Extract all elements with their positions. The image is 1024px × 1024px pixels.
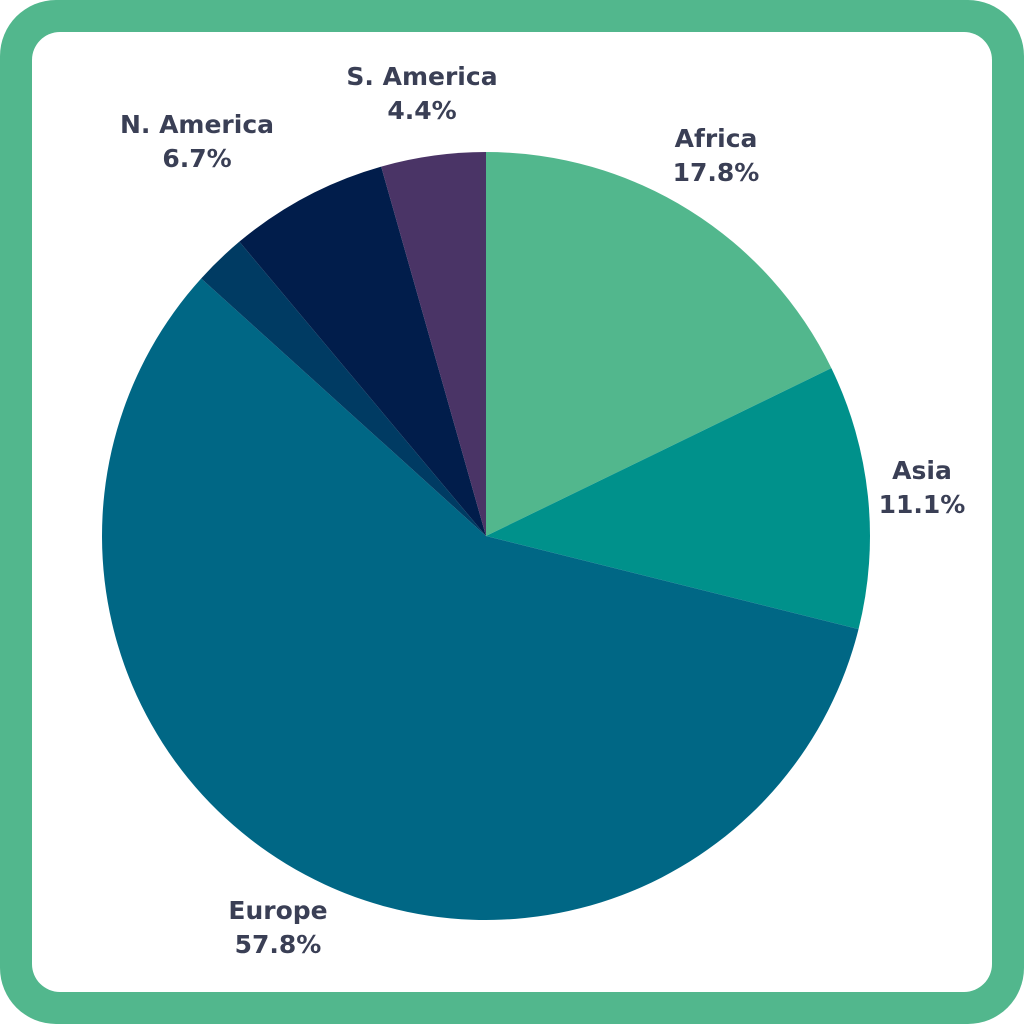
pie-slice-asia bbox=[486, 368, 871, 630]
slice-label-s-america: S. America 4.4% bbox=[322, 60, 522, 128]
slice-value-n-america: 6.7% bbox=[162, 144, 232, 173]
slice-value-asia: 11.1% bbox=[878, 490, 966, 519]
pie-slice-europe bbox=[102, 278, 859, 920]
slice-label-europe: Europe 57.8% bbox=[198, 894, 358, 962]
slice-name-s-america: S. America bbox=[346, 62, 498, 91]
slice-label-asia: Asia 11.1% bbox=[862, 454, 982, 522]
slice-label-n-america: N. America 6.7% bbox=[92, 108, 302, 176]
slice-value-s-america: 4.4% bbox=[387, 96, 457, 125]
pie-chart bbox=[102, 152, 871, 920]
pie-slice-slice-3 bbox=[201, 241, 487, 536]
slice-name-n-america: N. America bbox=[119, 110, 275, 139]
chart-card: Africa 17.8% Asia 11.1% Europe 57.8% N. … bbox=[32, 32, 992, 992]
slice-name-europe: Europe bbox=[228, 896, 328, 925]
slice-name-asia: Asia bbox=[892, 456, 952, 485]
pie-slice-africa bbox=[486, 152, 832, 536]
slice-value-europe: 57.8% bbox=[234, 930, 322, 959]
slice-value-africa: 17.8% bbox=[672, 158, 760, 187]
pie-slice-s-america bbox=[381, 152, 486, 536]
slice-name-africa: Africa bbox=[674, 124, 758, 153]
slice-label-africa: Africa 17.8% bbox=[636, 122, 796, 190]
pie-slice-n-america bbox=[239, 166, 486, 537]
